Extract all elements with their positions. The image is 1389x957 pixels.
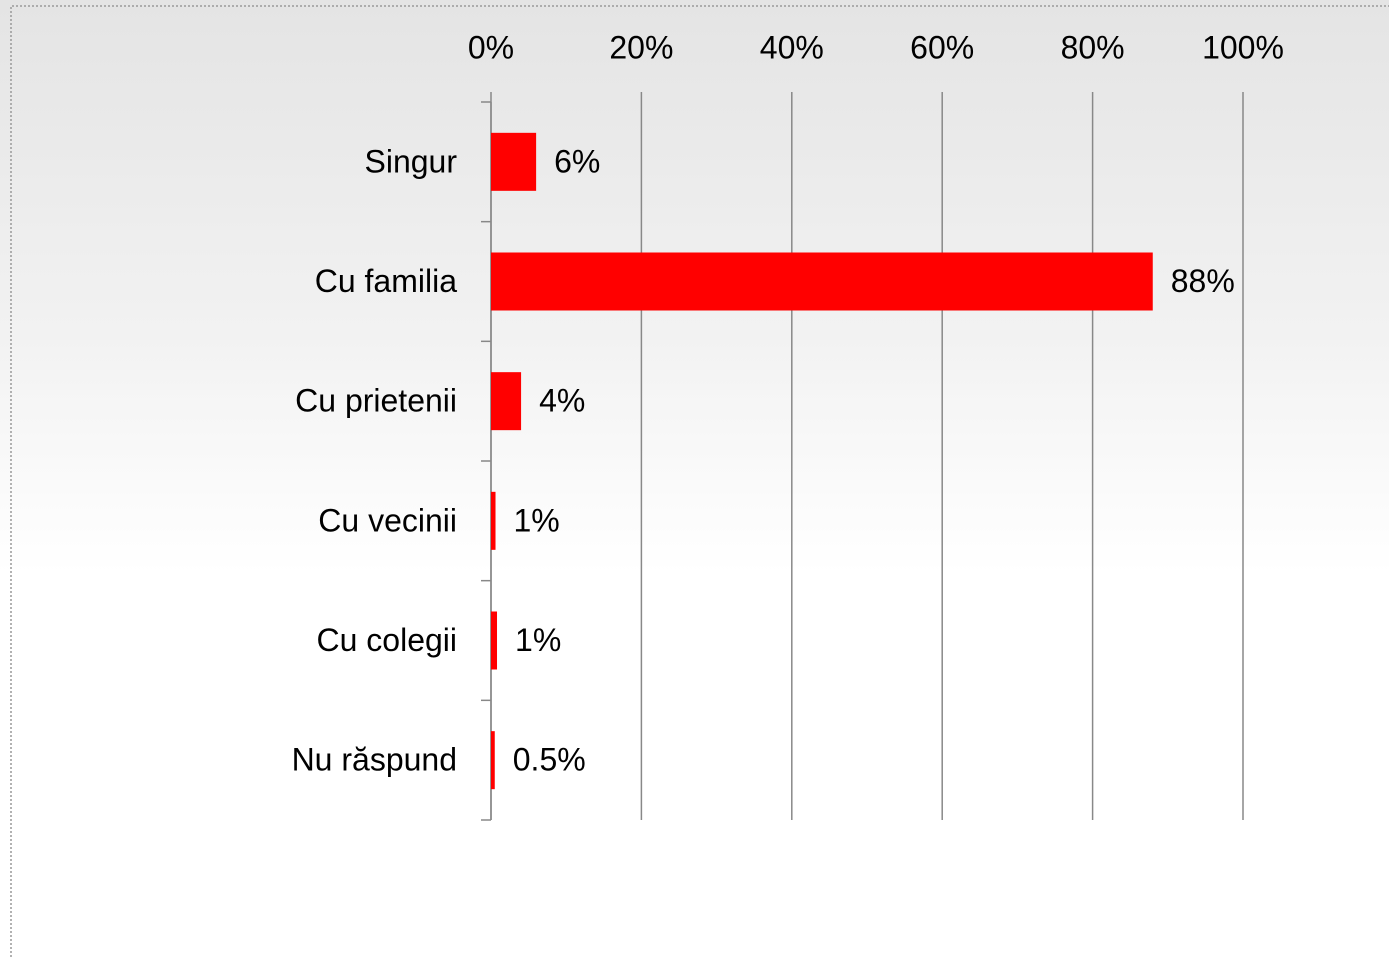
- bar: [491, 372, 522, 431]
- y-tick-label: Singur: [365, 143, 458, 179]
- x-tick-label: 100%: [1202, 29, 1284, 65]
- y-tick-label: Cu familia: [315, 263, 457, 299]
- x-tick-label: 60%: [910, 29, 974, 65]
- y-tick-label: Cu vecinii: [318, 502, 457, 538]
- y-tick-label: Cu prietenii: [295, 383, 457, 419]
- x-tick-label: 40%: [760, 29, 824, 65]
- bar: [491, 731, 495, 790]
- x-tick-label: 80%: [1061, 29, 1125, 65]
- bar: [491, 132, 537, 191]
- data-label: 0.5%: [513, 742, 586, 778]
- bar: [491, 252, 1153, 311]
- data-label: 1%: [514, 502, 560, 538]
- x-tick-label: 0%: [468, 29, 514, 65]
- bar: [491, 611, 498, 670]
- frame: [10, 5, 1389, 957]
- y-tick-label: Cu colegii: [316, 622, 457, 658]
- data-label: 6%: [554, 143, 600, 179]
- data-label: 4%: [539, 383, 585, 419]
- bar: [491, 491, 496, 550]
- y-tick-label: Nu răspund: [292, 742, 457, 778]
- data-label: 88%: [1171, 263, 1235, 299]
- x-tick-label: 20%: [609, 29, 673, 65]
- data-label: 1%: [515, 622, 561, 658]
